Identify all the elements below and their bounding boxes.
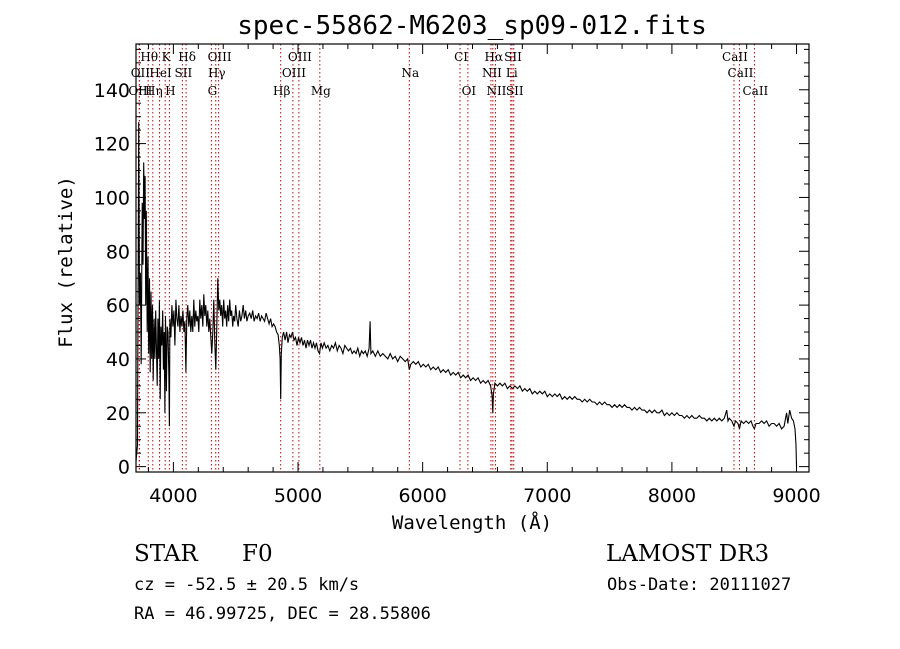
x-tick-label: 8000 <box>648 485 696 507</box>
spectral-line-label: CaII <box>722 50 748 64</box>
x-tick-label: 9000 <box>772 485 820 507</box>
spectral-line-label: H <box>165 84 175 98</box>
plot-frame <box>135 43 810 473</box>
y-tick-label: 20 <box>106 403 130 425</box>
spectral-line-label: SII <box>175 66 193 80</box>
object-subclass: F0 <box>242 541 273 567</box>
spectral-line-label: Hθ <box>140 50 158 64</box>
coordinates-text: RA = 46.99725, DEC = 28.55806 <box>134 604 431 624</box>
spectral-line-label: SII <box>504 50 522 64</box>
spectral-line-label: Hα <box>485 50 504 64</box>
spectral-line-label: Hβ <box>273 84 290 98</box>
spectral-line-markers <box>138 44 755 472</box>
redshift-text: cz = -52.5 ± 20.5 km/s <box>134 575 359 595</box>
y-tick-label: 40 <box>106 349 130 371</box>
spectral-line-label: Hγ <box>208 66 226 80</box>
y-axis-ticks: 0 20 40 60 80 100 120 140 <box>94 48 809 479</box>
spectral-line-label: OIII <box>208 50 232 64</box>
spectral-line-label: OIII <box>128 84 152 98</box>
spectral-line-label: CI <box>454 50 468 64</box>
spectral-line-label: Na <box>401 66 419 80</box>
spectral-line-label: NII <box>482 66 502 80</box>
spectral-line-label: Li <box>506 66 518 80</box>
x-tick-label: 5000 <box>274 485 322 507</box>
spectral-line-label: CaII <box>728 66 754 80</box>
x-tick-label: 4000 <box>149 485 197 507</box>
spectral-line-label: OI <box>462 84 477 98</box>
y-tick-label: 120 <box>94 134 130 156</box>
spectral-line-label: Mg <box>311 84 331 98</box>
spectral-line-label: Hδ <box>178 50 196 64</box>
spectral-line-label: NII <box>486 84 506 98</box>
spectrum-series-line <box>135 122 798 467</box>
x-tick-label: 7000 <box>523 485 571 507</box>
y-tick-label: 0 <box>118 457 130 479</box>
spectral-line-label: HeI <box>149 66 172 80</box>
spectral-line-label: CaII <box>742 84 768 98</box>
spectral-line-label: SII <box>506 84 524 98</box>
spectral-line-label: OIII <box>288 50 312 64</box>
y-tick-label: 60 <box>106 295 130 317</box>
obs-date-text: Obs-Date: 20111027 <box>607 575 791 595</box>
survey-name: LAMOST DR3 <box>606 541 769 567</box>
spectral-line-label: G <box>208 84 218 98</box>
object-class: STAR <box>134 541 198 567</box>
y-axis-label: Flux (relative) <box>55 176 77 348</box>
x-axis-ticks: 4000 5000 6000 7000 8000 9000 <box>147 44 821 507</box>
y-tick-label: 140 <box>94 80 130 102</box>
x-tick-label: 6000 <box>398 485 446 507</box>
y-tick-label: 100 <box>94 187 130 209</box>
spectral-line-label: OII <box>131 66 151 80</box>
spectral-line-label: K <box>162 50 172 64</box>
spectral-line-label: OIII <box>282 66 306 80</box>
chart-title: spec-55862-M6203_sp09-012.fits <box>237 11 707 41</box>
y-tick-label: 80 <box>106 241 130 263</box>
x-axis-label: Wavelength (Å) <box>392 511 552 534</box>
spectral-line-label: Hη <box>145 84 163 98</box>
